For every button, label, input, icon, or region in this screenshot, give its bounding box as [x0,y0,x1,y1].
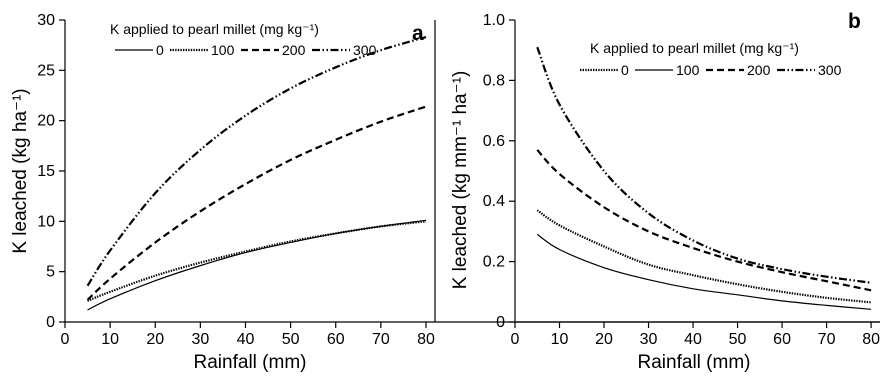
panel-b-y-tick-label-0: 0 [496,314,505,331]
panel-a-legend-label-100: 100 [211,42,235,58]
panel-a-letter: a [412,22,424,45]
panel-a-y-axis-label: K leached (kg ha⁻¹) [10,88,31,253]
panel-b-x-tick-label-6: 60 [773,331,791,348]
panel-a-series-300 [86,36,427,287]
panel-b-x-tick-label-4: 40 [684,331,702,348]
panel-b-x-tick-label-5: 50 [729,331,747,348]
panel-b-series-200 [536,149,872,292]
panel-a-y-tick-label-3: 15 [37,163,55,180]
panel-a-x-tick-label-7: 70 [372,331,390,348]
panel-b-legend-title: K applied to pearl millet (mg kg⁻¹) [590,40,799,56]
panel-a-y-tick-label-6: 30 [37,12,55,29]
panel-a-y-ticks: 0 5 10 15 20 25 30 [37,12,65,331]
panel-b-x-tick-label-1: 10 [551,331,569,348]
panel-a-legend-label-200: 200 [282,42,306,58]
panel-b-series-300 [536,46,872,284]
panel-b-y-tick-label-5: 1.0 [483,12,505,29]
panel-b-x-ticks: 0 10 20 30 40 50 60 70 80 [511,322,880,348]
panel-a-legend-label-300: 300 [353,42,377,58]
panel-b: 0 10 20 30 40 50 60 70 80 0 0.2 0.4 0.6 0.8 1.0 Rainf… [450,10,880,373]
panel-a-legend-entries: 0 100 200 300 [115,42,377,58]
panel-b-series-100 [536,233,872,310]
panel-a-series [86,36,427,311]
panel-a-x-tick-label-8: 80 [417,331,435,348]
panel-b-y-tick-label-1: 0.2 [483,254,505,271]
panel-a-x-tick-label-2: 20 [146,331,164,348]
panel-a-y-tick-label-2: 10 [37,213,55,230]
panel-b-x-tick-label-8: 80 [862,331,880,348]
panel-a-x-tick-label-4: 40 [237,331,255,348]
panel-a-y-tick-label-4: 20 [37,113,55,130]
panel-a-legend-title: K applied to pearl millet (mg kg⁻¹) [110,21,319,37]
panel-a-x-tick-label-3: 30 [191,331,209,348]
panel-b-y-tick-label-2: 0.4 [483,193,505,210]
panel-a: 0 10 20 30 40 50 60 70 80 0 5 10 15 20 25 30 Rainfall … [10,12,880,373]
panel-a-x-tick-label-5: 50 [282,331,300,348]
panel-a-x-tick-label-6: 60 [327,331,345,348]
panel-b-y-tick-label-3: 0.6 [483,133,505,150]
panel-b-x-tick-label-0: 0 [511,331,520,348]
panel-b-legend-label-100: 100 [676,62,700,78]
panel-b-legend-label-0: 0 [621,62,629,78]
panel-b-legend: K applied to pearl millet (mg kg⁻¹) 0 100… [580,40,842,78]
panel-b-x-tick-label-2: 20 [595,331,613,348]
panel-b-y-tick-label-4: 0.8 [483,72,505,89]
panel-a-x-axis-label: Rainfall (mm) [194,352,307,373]
panel-b-legend-label-200: 200 [747,62,771,78]
panel-b-y-axis-label: K leached (kg mm⁻¹ ha⁻¹) [450,71,471,290]
panel-a-series-100 [87,220,427,302]
panel-b-x-tick-label-3: 30 [640,331,658,348]
panel-b-x-axis-label: Rainfall (mm) [638,352,751,373]
panel-a-x-tick-label-0: 0 [61,331,70,348]
panel-b-x-tick-label-7: 70 [818,331,836,348]
panel-b-letter: b [848,10,861,33]
panel-a-y-tick-label-0: 0 [46,314,55,331]
panel-a-legend: K applied to pearl millet (mg kg⁻¹) 0 100… [110,21,377,58]
panel-a-y-tick-label-5: 25 [37,62,55,79]
panel-a-series-200 [86,105,427,301]
panel-b-series-0 [536,209,872,304]
panel-b-series [536,46,872,310]
panel-b-legend-label-300: 300 [818,62,842,78]
panel-b-y-ticks: 0 0.2 0.4 0.6 0.8 1.0 [483,12,515,331]
panel-a-x-ticks: 0 10 20 30 40 50 60 70 80 [61,322,435,348]
panel-b-legend-entries: 0 100 200 300 [580,62,842,78]
panel-a-legend-label-0: 0 [156,42,164,58]
panel-a-x-tick-label-1: 10 [101,331,119,348]
panel-a-y-tick-label-1: 5 [46,264,55,281]
panel-a-series-0 [87,219,427,311]
